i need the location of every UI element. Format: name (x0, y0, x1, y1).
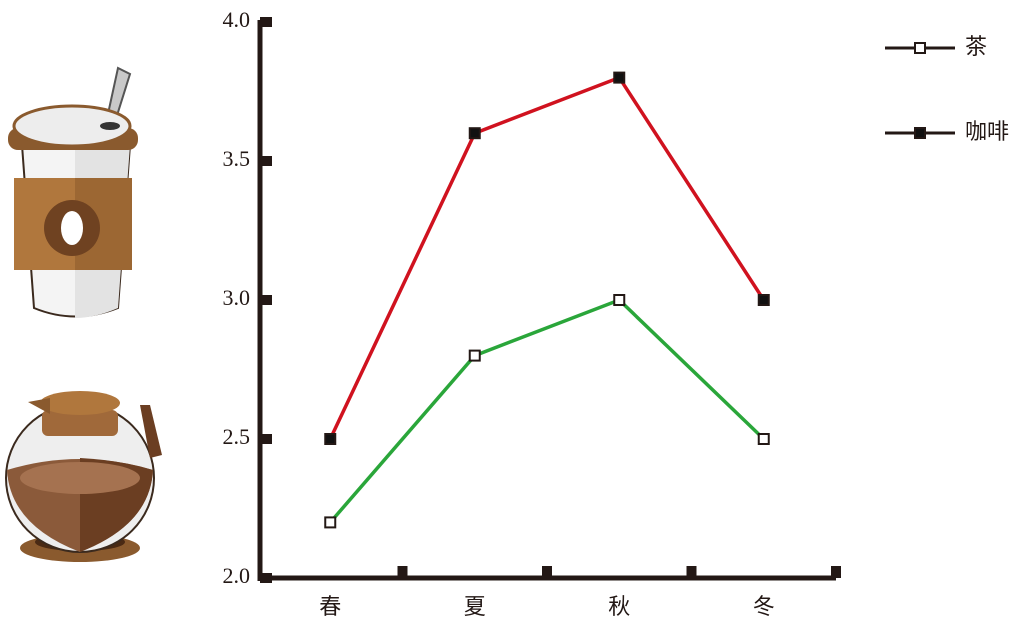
x-tick-mark (542, 566, 552, 578)
y-tick-label: 2.0 (223, 563, 251, 588)
y-tick-label: 2.5 (223, 424, 251, 449)
y-tick-label: 3.0 (223, 285, 251, 310)
y-tick-label: 3.5 (223, 146, 251, 171)
data-point (757, 294, 770, 306)
y-tick-mark (260, 17, 272, 27)
x-tick-label: 冬 (753, 595, 775, 620)
coffee-pot-illustration (5, 391, 162, 562)
y-tick-mark (260, 295, 272, 305)
x-tick-mark (686, 566, 697, 578)
data-point (613, 294, 626, 306)
x-tick-label: 夏 (464, 595, 486, 620)
legend-marker (914, 42, 926, 54)
series-line (328, 75, 766, 440)
data-point (468, 127, 481, 140)
x-tick-label: 春 (319, 595, 341, 620)
y-tick-mark (260, 434, 272, 444)
coffee-cup-illustration (8, 66, 138, 318)
data-point (468, 349, 481, 362)
data-point (324, 516, 337, 529)
y-tick-mark (260, 573, 272, 583)
x-tick-label: 秋 (608, 595, 630, 620)
legend-label: 茶 (965, 35, 987, 60)
series-line (328, 297, 765, 524)
data-point (324, 433, 337, 445)
data-point (757, 433, 770, 445)
legend-marker (914, 127, 926, 139)
legend-label: 咖啡 (965, 120, 1009, 145)
y-tick-label: 4.0 (223, 7, 251, 32)
data-point (613, 71, 626, 84)
x-tick-mark (831, 566, 841, 578)
y-tick-mark (260, 156, 272, 166)
x-tick-mark (397, 566, 408, 578)
